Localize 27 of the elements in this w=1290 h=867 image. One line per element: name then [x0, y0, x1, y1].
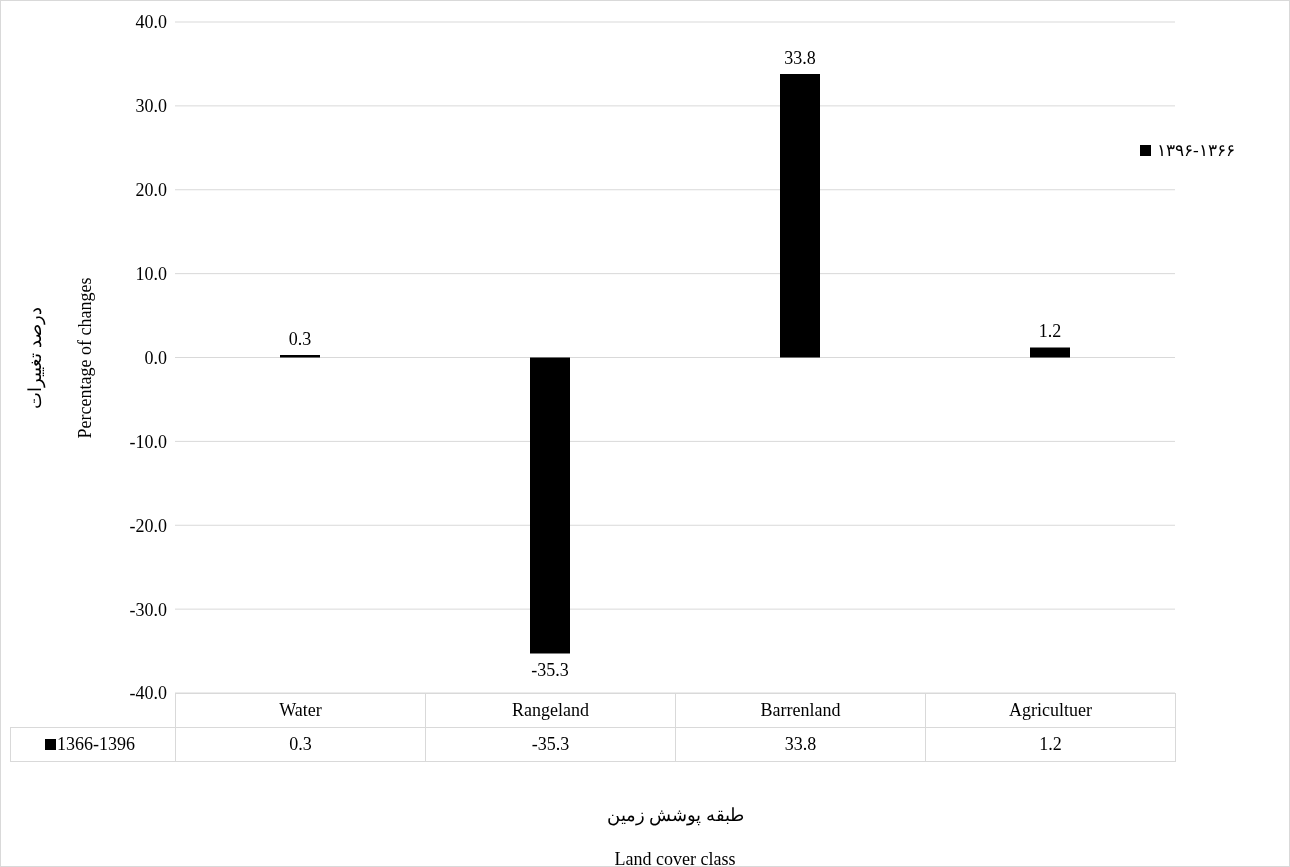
legend-label: ۱۳۹۶-۱۳۶۶ [1157, 139, 1235, 161]
x-tick-label: Water [175, 693, 426, 728]
y-tick-label: 0.0 [144, 347, 167, 368]
bar [280, 354, 320, 358]
y-tick-label: -10.0 [129, 431, 167, 452]
bar [780, 74, 820, 358]
bar [530, 357, 570, 654]
y-tick-label: -20.0 [129, 515, 167, 536]
y-tick-label: 30.0 [135, 96, 167, 117]
data-label: 0.3 [288, 328, 312, 349]
data-label: 33.8 [784, 48, 816, 68]
text: 1366-1396 [57, 734, 135, 755]
text: 0.3 [175, 727, 426, 762]
data-label: 1.2 [1038, 321, 1062, 342]
y-tick-label: -30.0 [129, 599, 167, 620]
y-tick-label: 40.0 [135, 12, 167, 33]
y-tick-label: -40.0 [129, 683, 167, 704]
x-tick-label: Rangeland [425, 693, 676, 728]
y-tick-label: 20.0 [135, 180, 167, 201]
x-tick-label: Barrenland [675, 693, 926, 728]
text: -35.3 [425, 727, 676, 762]
data-label: -35.3 [531, 659, 569, 680]
bar [1030, 347, 1070, 358]
text: 1.2 [925, 727, 1176, 762]
x-tick-label: Agricultuer [925, 693, 1176, 728]
y-tick-label: 10.0 [135, 264, 167, 285]
text: 33.8 [675, 727, 926, 762]
